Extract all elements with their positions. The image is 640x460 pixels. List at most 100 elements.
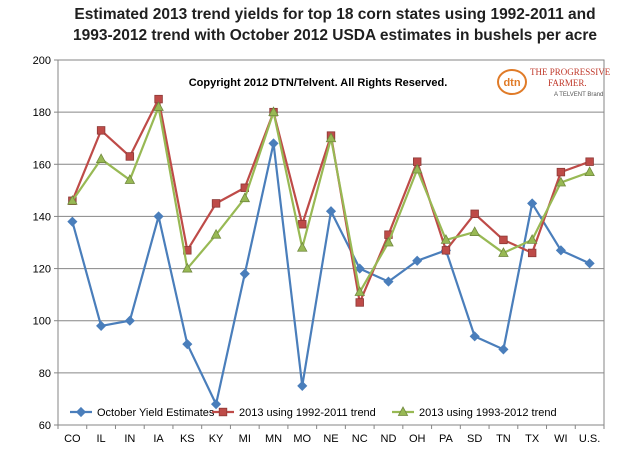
legend-label: 2013 using 1993-2012 trend bbox=[419, 407, 557, 419]
series-1-point-us bbox=[584, 258, 595, 269]
series-2-point-in bbox=[125, 152, 135, 161]
chart-title: Estimated 2013 trend yields for top 18 c… bbox=[40, 4, 630, 46]
series-3-point-mn bbox=[268, 106, 279, 117]
legend: October Yield Estimates 2013 using 1992-2… bbox=[70, 406, 557, 419]
series-1-point-nc bbox=[354, 263, 365, 274]
x-tick-label: PA bbox=[439, 433, 454, 445]
series-3-point-mo bbox=[296, 241, 308, 252]
series-3-point-sd bbox=[469, 226, 480, 236]
series-1 bbox=[67, 138, 595, 410]
x-tick-label: OH bbox=[409, 433, 426, 445]
dtn-logo-ring-icon bbox=[497, 69, 527, 95]
plot-area-border bbox=[57, 59, 605, 426]
series-1-point-ia bbox=[153, 211, 164, 222]
y-tick-label: 80 bbox=[39, 368, 51, 380]
logo-line-2: FARMER. bbox=[548, 78, 587, 88]
x-axis: CO IL IN IA KS KY MI MN MO NE NC ND OH PA SD TN TX WI U.S. bbox=[57, 425, 605, 445]
x-tick-label: TX bbox=[525, 433, 540, 445]
y-tick-label: 180 bbox=[33, 107, 51, 119]
chart-title-line-2: 1993-2012 trend with October 2012 USDA e… bbox=[72, 27, 598, 44]
copyright-annotation: Copyright 2012 DTN/Telvent. All Rights R… bbox=[189, 77, 448, 89]
grid-lines bbox=[57, 59, 605, 426]
series-3-point-nc bbox=[354, 286, 366, 296]
x-tick-label: IA bbox=[153, 433, 164, 445]
legend-entry-2: 2013 using 1992-2011 trend bbox=[212, 407, 376, 419]
x-tick-label: IN bbox=[124, 433, 135, 445]
series-3-point-il bbox=[95, 153, 107, 163]
x-tick-label: NE bbox=[323, 433, 338, 445]
series-1-point-tx bbox=[527, 198, 538, 209]
series-3-point-ky bbox=[210, 228, 222, 239]
series-2-point-sd bbox=[470, 209, 479, 219]
series-2-point-nc bbox=[355, 298, 364, 307]
series-2-point-ky bbox=[211, 199, 221, 208]
series-1-point-sd bbox=[469, 331, 480, 342]
series-1-point-in bbox=[124, 315, 135, 326]
x-tick-label: TN bbox=[496, 433, 511, 445]
series-3-point-in bbox=[124, 174, 136, 184]
series-1-point-co bbox=[67, 216, 78, 227]
x-tick-label: ND bbox=[381, 433, 397, 445]
series-1-point-oh bbox=[412, 255, 423, 266]
series-1-point-ky bbox=[210, 399, 222, 410]
series-1-point-il bbox=[96, 320, 107, 331]
x-tick-label: U.S. bbox=[579, 433, 600, 445]
series-3-point-mi bbox=[239, 192, 251, 203]
series-line-1 bbox=[71, 142, 591, 406]
chart-title-line-1: Estimated 2013 trend yields for top 18 c… bbox=[74, 6, 596, 23]
x-tick-label: KY bbox=[209, 433, 224, 445]
series-1-point-nd bbox=[383, 276, 394, 287]
y-tick-label: 200 bbox=[33, 55, 51, 67]
legend-marker bbox=[397, 406, 409, 416]
series-3-point-oh bbox=[411, 163, 423, 174]
series-3-point-us bbox=[584, 166, 595, 177]
series-2 bbox=[68, 94, 594, 307]
dtn-progressive-farmer-logo: dtn THE PROGRESSIVE FARMER. A TELVENT Br… bbox=[497, 67, 611, 98]
series-2-point-wi bbox=[556, 167, 566, 177]
x-tick-label: MO bbox=[293, 433, 311, 445]
y-tick-label: 160 bbox=[33, 159, 51, 171]
series-3-point-ia bbox=[153, 101, 164, 111]
series-3-point-tn bbox=[498, 247, 509, 257]
legend-marker bbox=[75, 406, 87, 418]
x-tick-label: SD bbox=[467, 433, 482, 445]
x-tick-label: NC bbox=[352, 433, 368, 445]
series-3-point-tx bbox=[526, 234, 538, 244]
series-1-point-ks bbox=[182, 339, 193, 350]
y-tick-label: 60 bbox=[39, 420, 51, 432]
series-3-point-co bbox=[67, 194, 78, 205]
y-tick-label: 140 bbox=[33, 211, 51, 223]
x-tick-label: KS bbox=[180, 433, 195, 445]
series-1-point-wi bbox=[555, 245, 566, 256]
legend-entry-3: 2013 using 1993-2012 trend bbox=[392, 406, 557, 419]
legend-entry-1: October Yield Estimates bbox=[70, 406, 215, 419]
series-1-point-tn bbox=[498, 344, 509, 355]
x-tick-label: MI bbox=[239, 433, 251, 445]
y-tick-label: 120 bbox=[33, 264, 51, 276]
series-3-point-wi bbox=[555, 176, 567, 187]
series-2-point-tn bbox=[499, 235, 508, 245]
x-tick-label: MN bbox=[265, 433, 282, 445]
legend-label: 2013 using 1992-2011 trend bbox=[239, 407, 376, 419]
series-1-point-mi bbox=[239, 268, 250, 279]
series-1-point-mo bbox=[297, 380, 308, 391]
series-1-point-ne bbox=[325, 206, 337, 217]
legend-marker bbox=[218, 407, 228, 417]
series-3-point-ks bbox=[182, 262, 193, 273]
series-layer bbox=[67, 94, 595, 410]
series-3-point-pa bbox=[440, 234, 452, 244]
logo-mark: dtn bbox=[503, 77, 520, 89]
series-2-point-tx bbox=[527, 248, 537, 258]
series-2-point-us bbox=[585, 157, 594, 166]
series-2-point-il bbox=[96, 126, 106, 135]
x-tick-label: CO bbox=[64, 433, 81, 445]
x-tick-label: WI bbox=[554, 433, 567, 445]
logo-line-1: THE PROGRESSIVE bbox=[530, 67, 611, 77]
x-tick-label: IL bbox=[97, 433, 106, 445]
series-3 bbox=[67, 101, 595, 296]
series-3-point-ne bbox=[325, 132, 337, 143]
y-axis: 60 80 100 120 140 160 180 200 bbox=[33, 55, 58, 432]
legend-label: October Yield Estimates bbox=[97, 407, 215, 419]
series-3-point-nd bbox=[383, 236, 394, 247]
